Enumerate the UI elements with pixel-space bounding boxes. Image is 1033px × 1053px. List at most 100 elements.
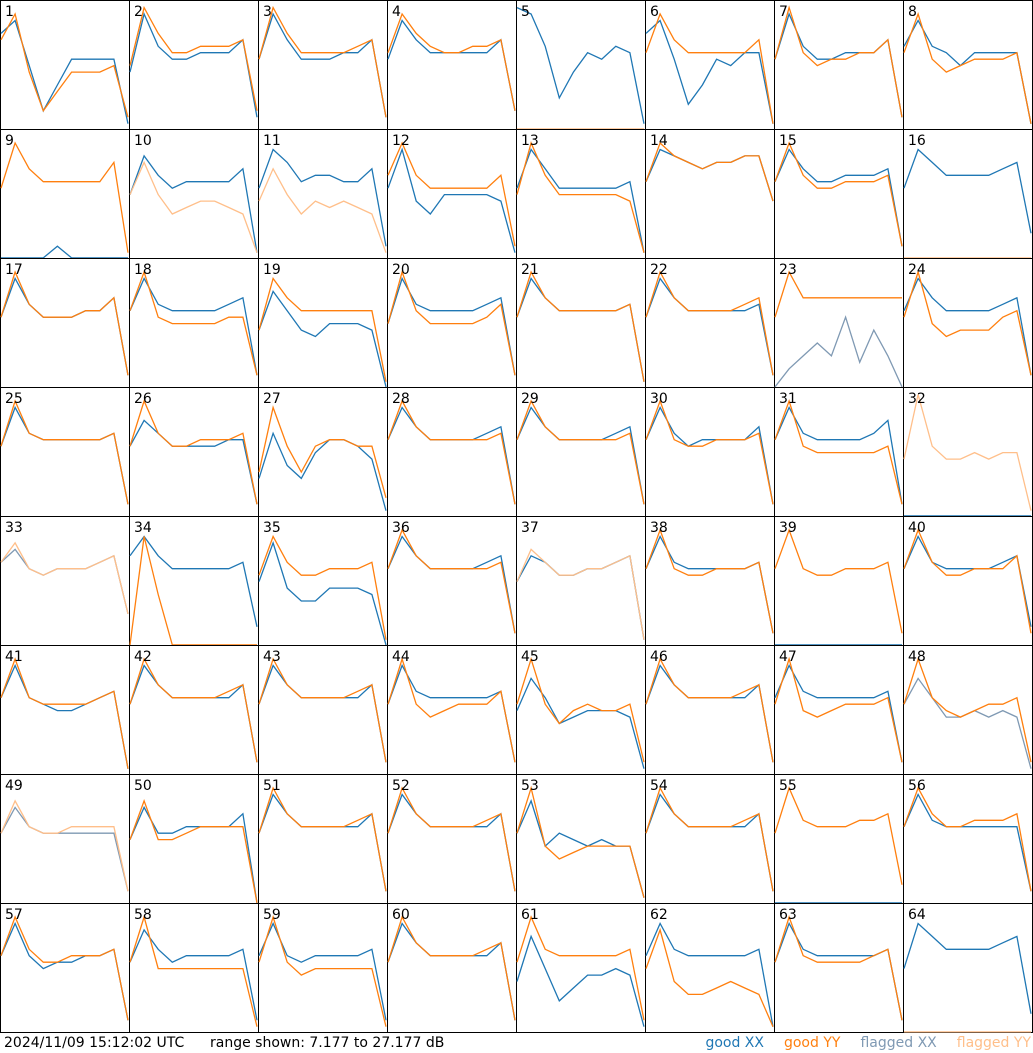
series-line xyxy=(387,399,516,505)
series-line xyxy=(129,664,258,763)
series-line xyxy=(774,5,903,118)
panel-title: 23 xyxy=(779,262,797,278)
series-line xyxy=(0,405,129,505)
series-line xyxy=(258,5,387,118)
legend-entry: flagged XX xyxy=(860,1035,937,1051)
panel-title: 15 xyxy=(779,133,797,149)
series-line xyxy=(0,657,129,769)
series-line xyxy=(645,664,774,763)
series-line xyxy=(516,270,645,382)
panel-title: 9 xyxy=(5,133,14,149)
series-line xyxy=(903,394,1032,511)
series-line xyxy=(645,528,774,634)
series-line xyxy=(258,12,387,118)
series-line xyxy=(387,269,516,376)
series-line xyxy=(387,663,516,763)
panel-title: 6 xyxy=(650,4,659,20)
series-line xyxy=(129,399,258,505)
series-line xyxy=(516,934,645,1027)
panel-title: 29 xyxy=(521,391,539,407)
series-line xyxy=(645,19,774,124)
series-line xyxy=(0,548,129,615)
series-line xyxy=(903,677,1032,769)
series-line xyxy=(387,147,516,253)
panel-title: 22 xyxy=(650,262,668,278)
panel-title: 52 xyxy=(392,778,410,794)
panel-title: 19 xyxy=(263,262,281,278)
series-line xyxy=(258,431,387,511)
series-line xyxy=(387,12,516,111)
panel-title: 38 xyxy=(650,520,668,536)
series-line xyxy=(774,12,903,118)
panel-title: 45 xyxy=(521,649,539,665)
series-line xyxy=(516,785,645,898)
panel-title: 31 xyxy=(779,391,797,407)
panel-title: 25 xyxy=(5,391,23,407)
panel-title: 44 xyxy=(392,649,410,665)
series-line xyxy=(645,793,774,892)
panel-title: 33 xyxy=(5,520,23,536)
panel-title: 53 xyxy=(521,778,539,794)
series-line xyxy=(645,927,774,1027)
series-line xyxy=(0,921,129,1021)
panel xyxy=(129,0,259,130)
series-line xyxy=(258,277,387,382)
series-line xyxy=(0,915,129,1021)
panel-title: 64 xyxy=(908,907,926,923)
series-line xyxy=(129,805,258,904)
panel-title: 60 xyxy=(392,907,410,923)
panel xyxy=(0,0,130,130)
panel xyxy=(0,129,130,259)
series-line xyxy=(903,269,1032,376)
panel-title: 35 xyxy=(263,520,281,536)
panel-title: 50 xyxy=(134,778,152,794)
panel-title: 32 xyxy=(908,391,926,407)
series-line xyxy=(645,277,774,376)
series-line xyxy=(516,141,645,253)
panel-title: 40 xyxy=(908,520,926,536)
series-line xyxy=(774,914,903,1021)
series-line xyxy=(387,406,516,505)
series-line xyxy=(129,799,258,904)
series-line xyxy=(774,148,903,247)
panel-title: 24 xyxy=(908,262,926,278)
panel-title: 26 xyxy=(134,391,152,407)
series-line xyxy=(645,535,774,634)
series-line xyxy=(774,786,903,885)
panel-title: 42 xyxy=(134,649,152,665)
series-line xyxy=(387,786,516,892)
panel-title: 21 xyxy=(521,262,539,278)
series-line xyxy=(903,19,1032,124)
series-line xyxy=(258,167,387,253)
series-line xyxy=(0,799,129,892)
series-line xyxy=(516,656,645,763)
series-line xyxy=(387,141,516,247)
series-line xyxy=(903,528,1032,634)
panel xyxy=(516,0,646,130)
timestamp: 2024/11/09 15:12:02 UTC xyxy=(4,1035,184,1051)
panel-title: 28 xyxy=(392,391,410,407)
series-line xyxy=(258,786,387,892)
series-line xyxy=(903,922,1032,1014)
series-line xyxy=(258,540,387,646)
legend-entry: good XX xyxy=(705,1035,764,1051)
series-line xyxy=(645,12,774,124)
series-line xyxy=(129,535,258,627)
panel-title: 56 xyxy=(908,778,926,794)
series-line xyxy=(387,922,516,1021)
panel-title: 61 xyxy=(521,907,539,923)
series-line xyxy=(0,399,129,505)
panel-title: 30 xyxy=(650,391,668,407)
series-line xyxy=(645,922,774,1027)
panel-title: 27 xyxy=(263,391,281,407)
series-line xyxy=(645,786,774,892)
panel-title: 57 xyxy=(5,907,23,923)
series-line xyxy=(387,535,516,634)
series-line xyxy=(258,405,387,498)
series-line xyxy=(0,276,129,376)
series-line xyxy=(645,141,774,202)
panel-title: 8 xyxy=(908,4,917,20)
series-line xyxy=(774,270,902,318)
series-line xyxy=(645,657,774,763)
